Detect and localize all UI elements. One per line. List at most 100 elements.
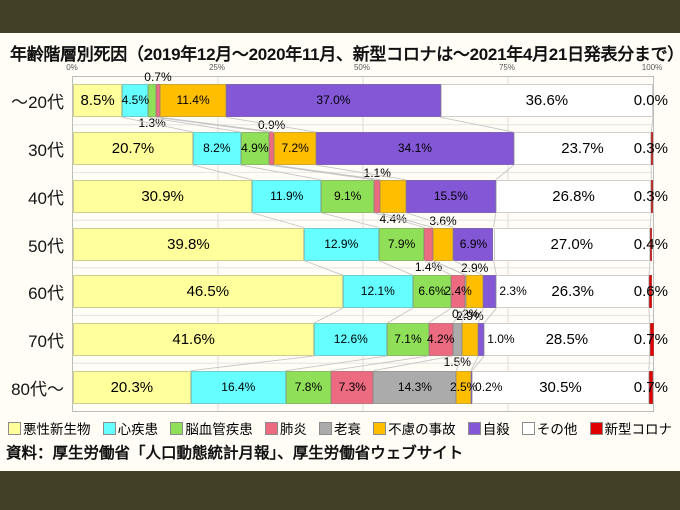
bar-segment-自殺 — [226, 84, 441, 118]
legend-item: 不慮の事故 — [373, 418, 456, 438]
legend-swatch-icon — [467, 421, 481, 435]
axis-tick: 50% — [353, 63, 370, 72]
bar-segment-肺炎 — [428, 322, 453, 356]
bar-segment-老衰 — [465, 275, 467, 309]
bar-row: 41.6% 12.6% 7.1% 4.2% 1.5% 2.9% 1.0% 28.5% 0.7% — [73, 309, 668, 369]
bar-segment-老衰 — [373, 370, 457, 404]
bar-segment-自殺 — [453, 227, 494, 261]
bar-segment-新型コロナ — [651, 179, 653, 213]
legend-item: 脳血管疾患 — [170, 418, 253, 438]
bar-segment-脳血管疾患 — [148, 84, 156, 118]
bar-segment-新型コロナ — [648, 275, 653, 309]
category-label: 80代～ — [11, 379, 64, 399]
bar-segment-肺炎 — [331, 370, 374, 404]
legend-swatch-icon — [264, 421, 278, 435]
bar-segment-脳血管疾患 — [387, 322, 429, 356]
bar-segment-悪性新生物 — [73, 84, 123, 118]
chart-region: ～20代 30代 40代 50代 60代 70代 80代～ 8.5% 4.5% 1.3% 0.7%… — [0, 70, 680, 412]
bar-segment-不慮の事故 — [160, 84, 227, 118]
bar-segment-脳血管疾患 — [378, 227, 425, 261]
category-label: 70代 — [28, 331, 64, 351]
bar-segment-悪性新生物 — [73, 132, 194, 166]
bar-segment-肺炎 — [155, 84, 160, 118]
category-label: ～20代 — [11, 93, 64, 113]
bar-segment-不慮の事故 — [466, 275, 484, 309]
legend-label: 老衰 — [334, 422, 361, 437]
bar-segment-自殺 — [470, 370, 473, 404]
bar-segment-悪性新生物 — [73, 370, 191, 404]
legend-swatch-icon — [319, 421, 332, 435]
bar-segment-脳血管疾患 — [240, 132, 270, 166]
bar-segment-その他 — [440, 84, 653, 118]
bar-segment-心疾患 — [342, 275, 413, 309]
bar-segment-自殺 — [316, 132, 514, 166]
legend-item: 悪性新生物 — [8, 418, 91, 438]
chart-title: 年齢階層別死因（2019年12月～2020年11月、新型コロナは～2021年4月… — [10, 45, 680, 64]
bar-segment-肺炎 — [451, 275, 466, 309]
bar-segment-悪性新生物 — [73, 227, 304, 261]
axis-ticks: 0% 25% 50% 75% 100% — [0, 63, 680, 74]
legend-swatch-icon — [373, 421, 387, 435]
legend-label: 不慮の事故 — [388, 422, 456, 437]
bar-segment-不慮の事故 — [274, 132, 316, 166]
bar-segment-自殺 — [483, 275, 497, 309]
plot-area: 8.5% 4.5% 1.3% 0.7% 11.4% 37.0% 36.6% 0.0% 20.7%… — [72, 70, 668, 412]
bar-row: 20.7% 8.2% 4.9% 0.9% 7.2% 34.1% 23.7% 0.3% — [73, 118, 668, 166]
legend-label: 悪性新生物 — [23, 422, 91, 437]
bar-segment-老衰 — [452, 322, 462, 356]
bar-segment-悪性新生物 — [73, 179, 253, 213]
bar-segment-悪性新生物 — [73, 322, 315, 356]
legend-label: 自殺 — [482, 422, 510, 437]
bar-segment-心疾患 — [122, 84, 149, 118]
bar-segment-心疾患 — [303, 227, 379, 261]
bar-segment-新型コロナ — [649, 322, 654, 356]
category-label: 30代 — [28, 141, 64, 161]
bar-row: 20.3% 16.4% 7.8% 7.3% 14.3% 2.5% 0.2% 30.5% 0.7% — [73, 370, 668, 404]
bar-segment-不慮の事故 — [432, 227, 454, 261]
bar-row: 8.5% 4.5% 1.3% 0.7% 11.4% 37.0% 36.6% 0.0% — [73, 70, 668, 130]
axis-tick: 100% — [641, 63, 663, 72]
legend-label: 脳血管疾患 — [185, 422, 253, 437]
legend-swatch-icon — [521, 421, 535, 435]
bar-row: 39.8% 12.9% 7.9% 1.4% 3.6% 6.9% 27.0% 0.4% — [73, 214, 668, 274]
bar-segment-新型コロナ — [648, 370, 653, 404]
bar-row: 30.9% 11.9% 9.1% 1.1% 4.4% 15.5% 26.8% 0.3% — [73, 166, 668, 226]
bar-segment-肺炎 — [269, 132, 275, 166]
bar-segment-自殺 — [478, 322, 485, 356]
bar-segment-心疾患 — [252, 179, 322, 213]
category-label: 40代 — [28, 188, 64, 208]
category-label: 50代 — [28, 236, 64, 256]
source-note: 資料：厚生労働省「人口動態統計月報」、厚生労働省ウェブサイト — [6, 445, 464, 462]
bar-segment-肺炎 — [424, 227, 433, 261]
bar-segment-不慮の事故 — [461, 322, 479, 356]
legend-label: 肺炎 — [279, 422, 307, 437]
bar-row: 46.5% 12.1% 6.6% 2.4% 0.2% 2.9% 2.3% 26.3% 0.6% — [73, 261, 668, 321]
bar-segment-心疾患 — [190, 370, 286, 404]
bar-segment-不慮の事故 — [380, 179, 406, 213]
bar-segment-不慮の事故 — [456, 370, 471, 404]
axis-tick: 75% — [498, 63, 515, 72]
legend-label: 新型コロナ — [604, 422, 673, 437]
chart-legend: 悪性新生物 心疾患 脳血管疾患 肺炎 老衰 不慮の事故 自殺 その他 新型コロナ — [8, 418, 672, 438]
bar-segment-脳血管疾患 — [321, 179, 374, 213]
bar-segment-その他 — [484, 322, 650, 356]
legend-item: 自殺 — [467, 418, 510, 438]
bar-segment-その他 — [493, 227, 651, 261]
axis-tick: 0% — [66, 63, 78, 72]
category-label: 60代 — [28, 284, 64, 304]
bar-segment-心疾患 — [193, 132, 241, 166]
bar-segment-肺炎 — [374, 179, 381, 213]
legend-swatch-icon — [8, 421, 21, 435]
bar-segment-その他 — [472, 370, 649, 404]
legend-swatch-icon — [589, 421, 603, 435]
bar-segment-心疾患 — [314, 322, 388, 356]
bar-segment-脳血管疾患 — [285, 370, 332, 404]
legend-swatch-icon — [170, 421, 184, 435]
slide-top-band — [0, 0, 680, 33]
bar-segment-その他 — [513, 132, 652, 166]
legend-item: 老衰 — [319, 418, 361, 438]
bar-segment-その他 — [496, 275, 649, 309]
legend-label: その他 — [536, 422, 578, 437]
bar-segment-新型コロナ — [650, 227, 653, 261]
